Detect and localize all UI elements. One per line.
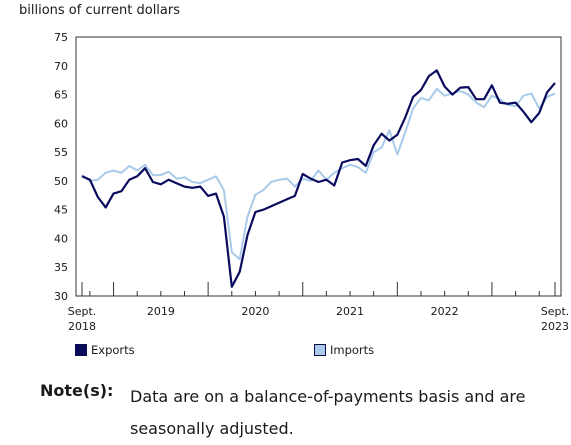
- y-tick-label: 60: [54, 117, 68, 130]
- y-tick-label: 40: [54, 232, 68, 245]
- y-tick-label: 30: [54, 290, 68, 303]
- note-text: Data are on a balance-of-payments basis …: [130, 387, 526, 438]
- y-tick-label: 70: [54, 60, 68, 73]
- y-tick-label: 50: [54, 175, 68, 188]
- series-lines: [81, 69, 556, 288]
- x-tick-label: 2021: [336, 305, 364, 318]
- x-tick-sublabel: 2018: [68, 320, 96, 333]
- y-tick-label: 55: [54, 146, 68, 159]
- y-axis-title: billions of current dollars: [19, 3, 181, 18]
- series-line-exports: [81, 69, 556, 288]
- x-tick-sublabel: 2023: [541, 320, 569, 333]
- x-tick-label: 2020: [241, 305, 269, 318]
- x-tick-label: 2019: [147, 305, 175, 318]
- y-tick-label: 35: [54, 261, 68, 274]
- note-label: Note(s):: [40, 381, 114, 400]
- x-tick-label: Sept.: [68, 305, 97, 318]
- y-axis: 30 35 40 45 50 55 60 65 70 75: [54, 31, 68, 303]
- plot-frame: [75, 36, 562, 297]
- x-tick-label: Sept.: [541, 305, 570, 318]
- legend-exports-label: Exports: [91, 343, 135, 357]
- legend-imports-label: Imports: [330, 343, 375, 357]
- imports-swatch: [314, 344, 326, 356]
- y-tick-label: 75: [54, 31, 68, 44]
- y-tick-label: 45: [54, 204, 68, 217]
- exports-swatch: [75, 344, 87, 356]
- series-line-imports: [81, 87, 556, 261]
- x-tick-label: 2022: [431, 305, 459, 318]
- x-axis: Sept. 2018 2019 2020 2021 2022 Sept. 2023: [68, 282, 570, 333]
- y-tick-label: 65: [54, 89, 68, 102]
- line-chart: 30 35 40 45 50 55 60 65 70 75 Sept. 2018 2019 2020 20…: [54, 31, 570, 333]
- legend-exports: Exports: [75, 343, 135, 357]
- legend-imports: Imports: [314, 343, 374, 357]
